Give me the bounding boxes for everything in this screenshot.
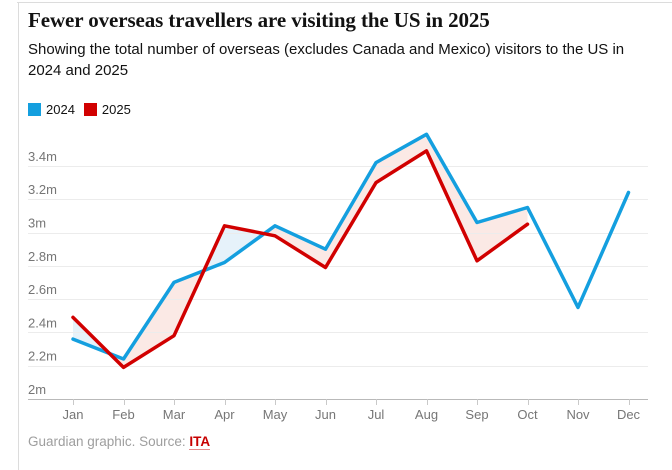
left-border-rule	[18, 2, 19, 470]
legend: 2024 2025	[28, 102, 131, 117]
source-link-ita[interactable]: ITA	[189, 434, 211, 450]
svg-text:Nov: Nov	[566, 407, 590, 422]
svg-text:Apr: Apr	[214, 407, 235, 422]
legend-label-2024: 2024	[46, 102, 75, 117]
svg-text:Sep: Sep	[465, 407, 488, 422]
svg-text:2.4m: 2.4m	[28, 315, 57, 330]
top-border-rule	[17, 2, 672, 3]
svg-text:May: May	[263, 407, 288, 422]
svg-text:Jul: Jul	[368, 407, 385, 422]
legend-label-2025: 2025	[101, 102, 131, 117]
svg-text:Oct: Oct	[517, 407, 538, 422]
legend-item-2024: 2024	[28, 102, 75, 117]
chart-footer: Guardian graphic. Source: ITA	[28, 434, 211, 450]
svg-text:Jan: Jan	[63, 407, 84, 422]
svg-text:2.2m: 2.2m	[28, 349, 57, 364]
svg-text:Feb: Feb	[112, 407, 134, 422]
svg-text:3.4m: 3.4m	[28, 149, 57, 164]
svg-text:3.2m: 3.2m	[28, 182, 57, 197]
svg-text:Jun: Jun	[315, 407, 336, 422]
chart-subtitle: Showing the total number of overseas (ex…	[28, 41, 625, 79]
svg-text:2m: 2m	[28, 382, 46, 397]
footer-credit-text: Guardian graphic. Source:	[28, 434, 190, 449]
legend-swatch-2025	[83, 103, 97, 116]
svg-text:2.8m: 2.8m	[28, 249, 57, 264]
svg-text:3m: 3m	[28, 216, 46, 231]
legend-item-2025: 2025	[83, 102, 131, 117]
svg-text:2.6m: 2.6m	[28, 282, 57, 297]
svg-text:Aug: Aug	[415, 407, 438, 422]
svg-text:Dec: Dec	[617, 407, 641, 422]
legend-swatch-2024	[28, 103, 41, 116]
chart-title: Fewer overseas travellers are visiting t…	[28, 8, 490, 32]
svg-text:Mar: Mar	[163, 407, 186, 422]
